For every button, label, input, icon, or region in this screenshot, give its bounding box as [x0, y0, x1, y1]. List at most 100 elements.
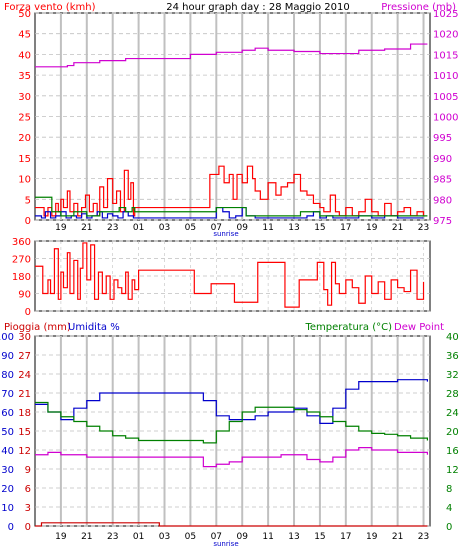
humidity-tick-label: 80 [1, 370, 14, 381]
wind-tick-label: 25 [18, 113, 31, 124]
direction-tick-label: 180 [12, 272, 31, 283]
x-tick-label: 23 [107, 532, 118, 542]
pressure-tick-label: 1010 [433, 71, 458, 82]
rain-tick-label: 30 [18, 332, 31, 343]
temperature-tick-label: 32 [446, 370, 459, 381]
pressure-tick-label: 995 [433, 133, 452, 144]
rain-tick-label: 21 [18, 389, 31, 400]
rain-tick-label: 9 [25, 465, 31, 476]
series-wind-avg [35, 196, 428, 217]
humidity-axis-label: Umidita % [68, 322, 120, 333]
temperature-tick-label: 4 [446, 503, 452, 514]
compass-tick-label: S [435, 0, 441, 3]
x-tick-label: 23 [107, 223, 118, 233]
wind-axis-label: Forza vento (kmh) [4, 2, 96, 13]
x-tick-label: 21 [81, 532, 92, 542]
humidity-tick-label: 10 [1, 503, 14, 514]
direction-tick-label: 90 [18, 290, 31, 301]
x-tick-label: 07 [211, 223, 222, 233]
temperature-tick-label: 0 [446, 522, 452, 533]
x-tick-label: 11 [262, 532, 273, 542]
rain-tick-label: 3 [25, 503, 31, 514]
series-pressione-mb- [35, 43, 428, 68]
humidity-tick-label: 60 [1, 408, 14, 419]
x-tick-label: 19 [55, 532, 67, 542]
pressure-tick-label: 1005 [433, 92, 458, 103]
x-tick-label: 23 [418, 223, 429, 233]
wind-tick-label: 40 [18, 50, 31, 61]
x-tick-label: 07 [211, 532, 222, 542]
wind-tick-label: 35 [18, 71, 31, 82]
rain-tick-label: 6 [25, 484, 31, 495]
temperature-tick-label: 24 [446, 408, 459, 419]
wind-tick-label: 20 [18, 133, 31, 144]
pressure-tick-label: 1000 [433, 113, 458, 124]
humidity-tick-label: 0 [8, 522, 14, 533]
series-dew-point [35, 447, 429, 468]
rain-tick-label: 15 [18, 427, 31, 438]
wind-tick-label: 30 [18, 92, 31, 103]
compass-tick-label: E [435, 0, 441, 3]
dew-point-axis-label: Dew Point [394, 322, 444, 333]
sunrise-label: sunrise [213, 230, 238, 238]
rain-tick-label: 0 [25, 522, 31, 533]
series-pioggia-mm- [35, 522, 428, 527]
temperature-tick-label: 12 [446, 465, 459, 476]
compass-tick-label: N [435, 0, 442, 3]
x-tick-label: 19 [55, 223, 67, 233]
rain-humidity-temp-axis-ticks: 0369121518212427300102030405060708090100… [0, 332, 459, 533]
wind-tick-label: 45 [18, 30, 31, 41]
humidity-tick-label: 50 [1, 427, 14, 438]
humidity-tick-label: 40 [1, 446, 14, 457]
pressure-tick-label: 985 [433, 175, 452, 186]
x-tick-label: 03 [159, 223, 170, 233]
x-tick-label: 11 [262, 223, 273, 233]
wind-tick-label: 15 [18, 154, 31, 165]
pressure-tick-label: 975 [433, 216, 452, 227]
direction-tick-label: 270 [12, 255, 31, 266]
series-temperatura-c- [35, 401, 429, 444]
x-tick-label: 09 [236, 532, 248, 542]
pressure-axis-label: Pressione (mb) [381, 2, 456, 13]
sunrise-label-bottom: sunrise [213, 540, 238, 548]
x-tick-label: 05 [185, 532, 196, 542]
wind-tick-label: 0 [25, 216, 31, 227]
x-tick-label: 21 [81, 223, 92, 233]
direction-tick-label: 0 [25, 307, 31, 318]
x-tick-label: 21 [392, 223, 403, 233]
series-wind-gust [35, 165, 425, 217]
x-tick-label: 15 [314, 223, 325, 233]
rain-tick-label: 24 [18, 370, 31, 381]
wind-tick-label: 50 [18, 9, 31, 20]
wind-pressure-axis-ticks: 0510152025303540455097598098599099510001… [18, 9, 458, 227]
x-tick-label: 01 [133, 532, 144, 542]
compass-tick-label: W [435, 0, 445, 3]
temperature-tick-label: 20 [446, 427, 459, 438]
pressure-tick-label: 980 [433, 195, 452, 206]
rain-tick-label: 18 [18, 408, 31, 419]
x-tick-label: 03 [159, 532, 170, 542]
pressure-tick-label: 1025 [433, 9, 458, 20]
rain-tick-label: 27 [18, 351, 31, 362]
x-tick-label: 23 [418, 532, 429, 542]
x-tick-label: 17 [340, 532, 351, 542]
series-wind-direction [35, 242, 425, 308]
rain-humidity-temp-x-ticks: 19 21 23 01 03 05 07 09 11 13 15 17 19 21 23 [55, 532, 429, 542]
temperature-axis-label: Temperatura (°C) [304, 322, 392, 333]
pressure-tick-label: 1015 [433, 50, 458, 61]
wind-direction-axis-ticks: 090180270360NESWN [12, 0, 445, 318]
rain-tick-label: 12 [18, 446, 31, 457]
pressure-tick-label: 990 [433, 154, 452, 165]
x-tick-label: 15 [314, 532, 325, 542]
temperature-tick-label: 40 [446, 332, 459, 343]
x-tick-label: 19 [366, 223, 378, 233]
rain-axis-label: Pioggia (mm) [4, 322, 71, 333]
page-title: 24 hour graph day : 28 Maggio 2010 [166, 2, 349, 13]
wind-direction-plot [35, 240, 430, 312]
humidity-tick-label: 30 [1, 465, 14, 476]
x-tick-label: 01 [133, 223, 144, 233]
humidity-tick-label: 100 [0, 332, 14, 343]
rain-humidity-temp-plot [35, 335, 430, 527]
x-tick-label: 13 [288, 532, 299, 542]
